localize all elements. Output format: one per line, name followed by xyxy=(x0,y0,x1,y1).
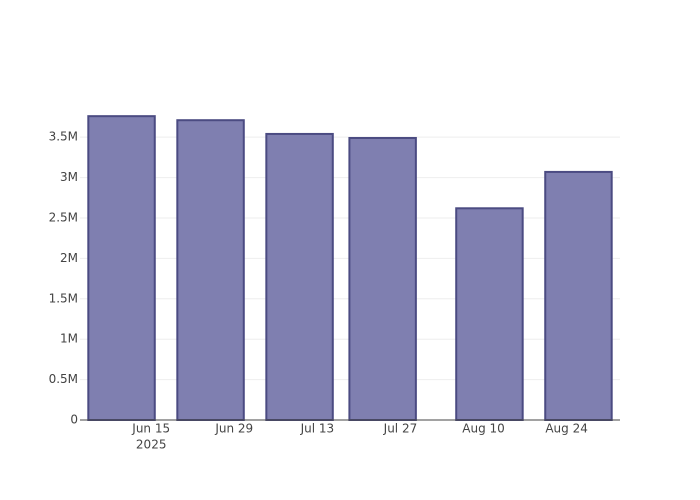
bar xyxy=(176,119,245,421)
y-tick-label: 0.5M xyxy=(49,372,78,386)
bar xyxy=(87,115,156,421)
bar xyxy=(544,170,613,421)
x-tick-label: Aug 24 xyxy=(545,422,588,436)
bar xyxy=(455,207,524,421)
y-tick-label: 2M xyxy=(60,251,78,265)
y-tick-label: 1M xyxy=(60,332,78,346)
x-tick-label: Jun 15 xyxy=(131,422,170,436)
y-tick-label: 3.5M xyxy=(49,130,78,144)
x-year-label: 2025 xyxy=(136,438,167,452)
y-tick-label: 3M xyxy=(60,170,78,184)
y-tick-label: 2.5M xyxy=(49,210,78,224)
bar xyxy=(348,136,417,421)
x-tick-label: Jul 13 xyxy=(300,422,335,436)
y-tick-label: 0 xyxy=(70,413,78,427)
x-tick-label: Aug 10 xyxy=(462,422,505,436)
x-tick-label: Jun 29 xyxy=(214,422,253,436)
x-tick-label: Jul 27 xyxy=(383,422,418,436)
bar xyxy=(265,132,334,421)
y-tick-label: 1.5M xyxy=(49,291,78,305)
